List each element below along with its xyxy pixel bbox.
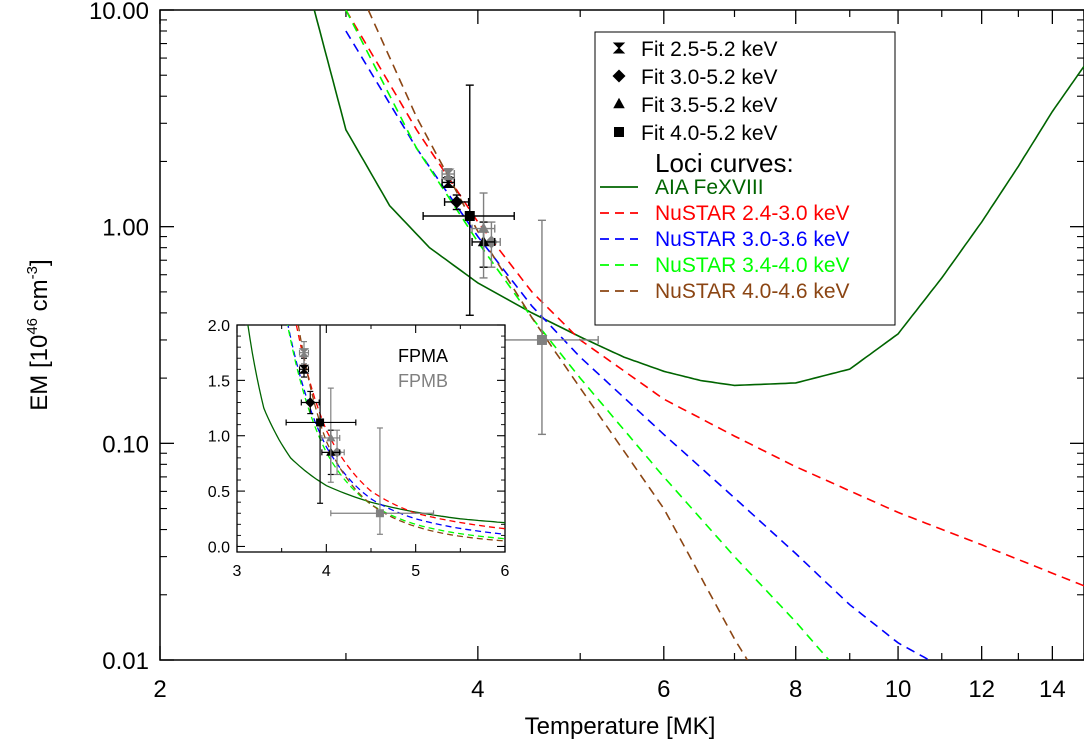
inset-y-tick-label: 1.0 <box>208 429 230 446</box>
point-diamond-fpma <box>305 397 316 408</box>
point-square-fpma <box>316 418 325 427</box>
legend-point-entries: Fit 2.5-5.2 keV Fit 3.0-5.2 keV Fit 3.5-5.… <box>612 38 778 145</box>
inset-x-tick-label: 4 <box>322 563 331 580</box>
inset-y-tick-label: 0.0 <box>208 539 230 556</box>
point-hourglass-fpma <box>298 364 310 374</box>
inset-chart: 3 4 5 6 0.0 0.5 1.0 1.5 2.0 FPMA FPMB <box>208 318 510 580</box>
point-square-fpma <box>464 211 475 222</box>
legend-label-nustar-3-0-3-6-kev: NuSTAR 3.0-3.6 keV <box>655 228 850 251</box>
y-label-exp1: 46 <box>24 318 41 335</box>
legend-marker-triangle <box>613 97 625 109</box>
legend-label-nustar-2-4-3-0-kev: NuSTAR 2.4-3.0 keV <box>655 202 850 225</box>
point-hourglass-fpmb <box>298 348 310 358</box>
legend-marker-hourglass <box>612 42 626 54</box>
legend-label-diamond: Fit 3.0-5.2 keV <box>641 66 778 89</box>
main-fit-points <box>422 84 599 436</box>
legend: Fit 2.5-5.2 keV Fit 3.0-5.2 keV Fit 3.5-5.… <box>594 31 896 326</box>
curve-nustar-4-0-4-6-kev <box>367 10 749 660</box>
y-label-exp2: -3 <box>24 266 41 279</box>
y-axis-label: EM [1046 cm-3] <box>24 259 53 410</box>
y-label-mid: cm <box>26 279 53 318</box>
x-tick-label: 6 <box>657 676 670 703</box>
curve-aia-fexviii <box>313 10 1084 387</box>
y-label-main: EM [10 <box>26 335 53 411</box>
inset-x-tick-label: 6 <box>501 563 510 580</box>
legend-label-hourglass: Fit 2.5-5.2 keV <box>641 38 778 61</box>
inset-curve-nustar-2-4-3-0-kev <box>295 325 505 530</box>
y-tick-label: 0.01 <box>102 648 149 675</box>
main-axis-ticks: 2 4 6 8 10 12 14 0.01 0.10 1.00 10.00 <box>89 0 1084 703</box>
legend-marker-diamond <box>612 69 626 83</box>
y-tick-label: 1.00 <box>102 215 149 242</box>
inset-legend-fpmb: FPMB <box>398 371 448 391</box>
inset-y-tick-label: 0.5 <box>208 484 230 501</box>
curve-nustar-2-4-3-0-kev <box>345 10 1084 587</box>
point-triangle-fpmb <box>326 432 336 442</box>
point-square-fpmb <box>375 509 384 518</box>
legend-label-aia-fexviii: AIA FeXVIII <box>655 176 764 199</box>
inset-curve-nustar-4-0-4-6-kev <box>297 325 505 542</box>
legend-box <box>594 31 896 326</box>
inset-plot-frame <box>236 324 506 553</box>
inset-y-tick-label: 2.0 <box>208 318 230 335</box>
x-tick-label: 8 <box>789 676 802 703</box>
x-tick-label: 4 <box>471 676 484 703</box>
x-axis-label: Temperature [MK] <box>525 713 716 740</box>
legend-label-square: Fit 4.0-5.2 keV <box>641 122 778 145</box>
inset-legend: FPMA FPMB <box>398 346 448 391</box>
main-plot-frame <box>159 9 1084 661</box>
main-loci-curves <box>313 10 1084 660</box>
inset-fit-points <box>285 325 435 535</box>
x-tick-label: 10 <box>885 676 912 703</box>
point-hourglass-fpmb <box>442 168 455 180</box>
point-triangle-fpmb <box>477 222 490 233</box>
inset-axis-ticks: 3 4 5 6 0.0 0.5 1.0 1.5 2.0 <box>208 318 510 580</box>
legend-marker-square <box>614 127 624 137</box>
y-tick-label: 0.10 <box>102 431 149 458</box>
inset-legend-fpma: FPMA <box>398 346 448 366</box>
inset-x-tick-label: 3 <box>233 563 242 580</box>
y-label-end: ] <box>26 259 53 266</box>
x-tick-label: 2 <box>153 676 166 703</box>
x-tick-label: 14 <box>1039 676 1066 703</box>
y-tick-label: 10.00 <box>89 0 149 25</box>
inset-curve-aia-fexviii <box>247 325 505 524</box>
curve-nustar-3-4-4-0-kev <box>345 10 830 660</box>
point-diamond-fpma <box>450 195 464 209</box>
curve-nustar-3-0-3-6-kev <box>345 30 930 660</box>
inset-x-tick-label: 5 <box>411 563 420 580</box>
inset-y-tick-label: 1.5 <box>208 373 230 390</box>
point-square-fpmb <box>536 334 547 345</box>
legend-curve-entries: AIA FeXVIII NuSTAR 2.4-3.0 keV NuSTAR 3.0-… <box>600 176 850 303</box>
legend-curves-header: Loci curves: <box>655 148 794 178</box>
legend-label-nustar-4-0-4-6-kev: NuSTAR 4.0-4.6 keV <box>655 280 850 303</box>
x-tick-label: 12 <box>968 676 995 703</box>
legend-label-nustar-3-4-4-0-kev: NuSTAR 3.4-4.0 keV <box>655 254 850 277</box>
legend-label-triangle: Fit 3.5-5.2 keV <box>641 94 778 117</box>
